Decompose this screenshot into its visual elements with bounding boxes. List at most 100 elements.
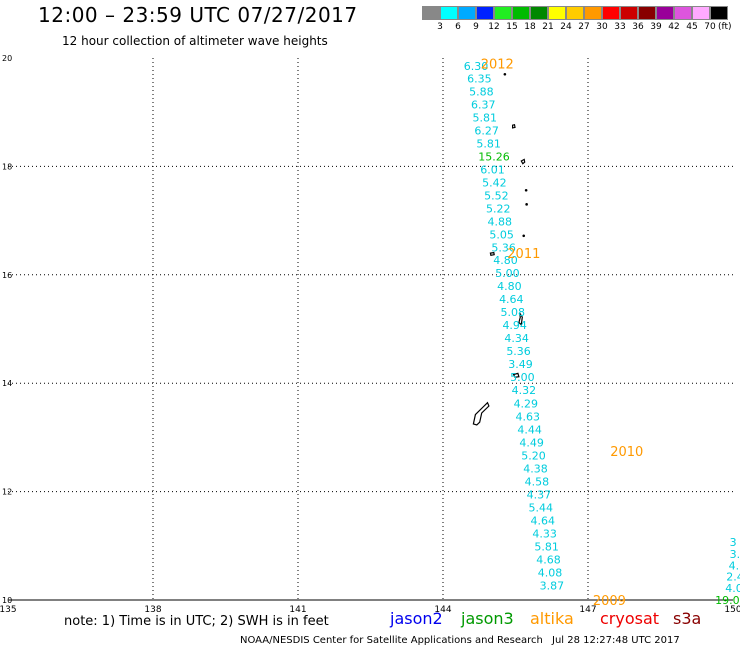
- swh-value: 4.80: [493, 254, 518, 267]
- latitude-tick-label: 14: [2, 379, 12, 388]
- swh-value: 6.30: [464, 60, 489, 73]
- swh-value: 5.52: [484, 190, 509, 203]
- longitude-tick-label: 147: [579, 605, 596, 615]
- swh-value: 4.1: [729, 559, 740, 572]
- swh-value: 5.81: [534, 540, 559, 553]
- swh-value: 4.58: [525, 475, 550, 488]
- swh-value: 5.05: [489, 229, 514, 242]
- map-title: 12:00 – 23:59 UTC 07/27/2017: [38, 3, 358, 27]
- colorbar-label: 6: [455, 22, 461, 32]
- swh-value: 6.35: [467, 73, 492, 86]
- longitude-tick-label: 138: [144, 605, 161, 615]
- swh-value: 3.87: [540, 579, 565, 592]
- swh-value: 19.02: [715, 594, 740, 607]
- colorbar-swatch: [476, 6, 494, 20]
- swh-value: 4.88: [487, 216, 512, 229]
- colorbar-swatch: [638, 6, 656, 20]
- swh-value: 5.08: [501, 306, 526, 319]
- colorbar-label: 70: [704, 22, 716, 32]
- swh-value: 4.34: [504, 332, 528, 345]
- swh-value: 4.33: [532, 527, 557, 540]
- hour-marker: 2012: [481, 57, 514, 72]
- islet-dot: [503, 72, 507, 76]
- island-coastline: [489, 251, 495, 256]
- colorbar-label: 36: [632, 22, 644, 32]
- colorbar-label: 3: [437, 22, 443, 32]
- satellite-legend-jason3: jason3: [461, 609, 514, 628]
- colorbar-unit: (ft): [718, 22, 732, 32]
- latitude-tick-label: 16: [2, 271, 12, 280]
- hour-marker: 2010: [610, 445, 643, 460]
- islet-dot: [522, 234, 526, 238]
- swh-value: 5.22: [486, 203, 511, 216]
- map-subtitle: 12 hour collection of altimeter wave hei…: [62, 34, 328, 48]
- colorbar-swatch: [458, 6, 476, 20]
- longitude-tick-label: 141: [289, 605, 306, 615]
- colorbar-label: 12: [488, 22, 500, 32]
- colorbar-swatch: [512, 6, 530, 20]
- swh-value: 5.81: [472, 112, 497, 125]
- colorbar-label: 15: [506, 22, 518, 32]
- swh-value: 5.00: [495, 267, 520, 280]
- swh-value: 4.38: [523, 462, 548, 475]
- swh-value: 5.20: [521, 449, 546, 462]
- longitude-tick-label: 144: [434, 605, 451, 615]
- colorbar-label: 21: [542, 22, 554, 32]
- latitude-tick-label: 18: [2, 162, 12, 171]
- colorbar-swatch: [602, 6, 620, 20]
- hour-marker: 2011: [507, 247, 540, 262]
- swh-value: 6.27: [474, 125, 499, 138]
- footer-note: note: 1) Time is in UTC; 2) SWH is in fe…: [64, 614, 329, 629]
- hour-marker: 2009: [593, 594, 626, 609]
- colorbar-swatch: [566, 6, 584, 20]
- satellite-legend-cryosat: cryosat: [600, 609, 660, 628]
- swh-value: 4.64: [530, 514, 555, 527]
- colorbar-swatch: [620, 6, 638, 20]
- swh-value: 5.81: [476, 138, 501, 151]
- swh-value: 4.64: [499, 293, 523, 306]
- swh-value: 15.26: [478, 151, 510, 164]
- islet-dot: [524, 188, 528, 192]
- credit-text: NOAA/NESDIS Center for Satellite Applica…: [240, 635, 543, 646]
- colorbar-swatch: [548, 6, 566, 20]
- colorbar-label: 33: [614, 22, 626, 32]
- colorbar-label: 24: [560, 22, 572, 32]
- swh-value: 6.37: [471, 99, 496, 112]
- swh-value: 5.44: [529, 501, 554, 514]
- colorbar-label: 9: [473, 22, 479, 32]
- swh-value: 4.29: [514, 397, 539, 410]
- swh-value: 4.80: [497, 280, 521, 293]
- swh-value: 5.36: [491, 242, 516, 255]
- swh-value: 4.00: [725, 582, 740, 595]
- swh-value: 4.94: [502, 319, 527, 332]
- swh-value: 5.36: [506, 345, 530, 358]
- swh-value: 4.44: [517, 423, 542, 436]
- generation-timestamp: Jul 28 12:27:48 UTC 2017: [552, 635, 680, 646]
- colorbar-swatch: [710, 6, 728, 20]
- swh-value: 5.42: [482, 177, 507, 190]
- longitude-tick-label: 150: [724, 605, 740, 615]
- swh-value: 3.49: [508, 358, 533, 371]
- satellite-legend-altika: altika: [530, 609, 574, 628]
- swh-value: 2.4: [726, 571, 740, 584]
- colorbar-label: 30: [596, 22, 608, 32]
- island-coastline: [512, 123, 516, 129]
- island-coastline: [518, 312, 523, 326]
- colorbar-label: 27: [578, 22, 590, 32]
- colorbar-swatch: [422, 6, 440, 20]
- swh-value: 6.01: [480, 164, 505, 177]
- swh-value: 4.68: [536, 553, 561, 566]
- island-coastline: [520, 158, 526, 165]
- swh-value: 4.63: [516, 410, 541, 423]
- longitude-tick-label: 135: [0, 605, 17, 615]
- swh-value: 4.32: [512, 384, 536, 397]
- swh-value: 4.49: [519, 436, 544, 449]
- latitude-tick-label: 20: [2, 54, 12, 63]
- satellite-legend-s3a: s3a: [673, 609, 702, 628]
- colorbar-label: 39: [650, 22, 662, 32]
- colorbar-label: 45: [686, 22, 698, 32]
- colorbar-swatch: [440, 6, 458, 20]
- colorbar-swatch: [656, 6, 674, 20]
- latitude-tick-label: 12: [2, 488, 12, 497]
